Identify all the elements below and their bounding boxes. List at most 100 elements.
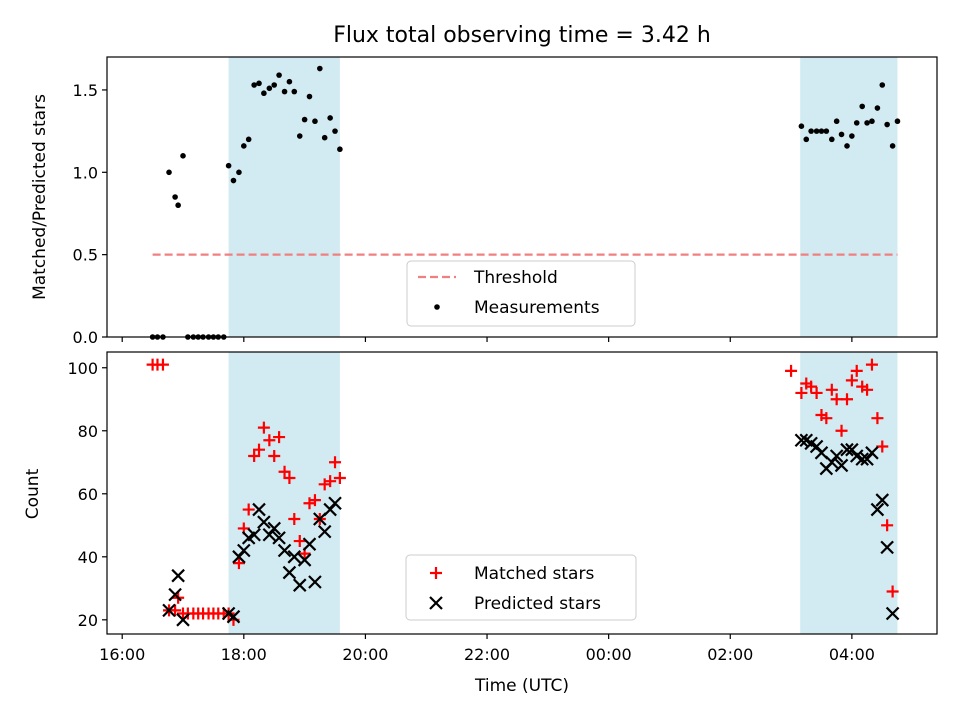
measurement-point (798, 123, 805, 129)
matched-star-point (876, 440, 889, 453)
measurement-point (210, 334, 217, 340)
chart-title: Flux total observing time = 3.42 h (333, 23, 711, 48)
predicted-star-point (226, 609, 241, 624)
measurement-point (266, 85, 273, 92)
measurement-point (879, 82, 886, 88)
measurement-point (276, 72, 282, 78)
measurement-point (838, 131, 845, 138)
predicted-star-point (297, 553, 312, 567)
measurement-point (180, 153, 186, 159)
measurement-point (894, 118, 901, 125)
top-legend-box (406, 260, 636, 327)
matched-star-point (865, 358, 878, 371)
matched-star-point (283, 472, 296, 485)
matched-star-point (830, 393, 843, 406)
measurement-point (245, 136, 252, 143)
y-tick-label: 40 (78, 548, 98, 567)
predicted-star-point (794, 433, 809, 448)
matched-star-point (232, 557, 245, 570)
top-legend: Threshold Measurements (406, 260, 636, 327)
y-tick-label: 0.5 (73, 246, 98, 265)
top-y-axis-label: Matched/Predicted stars (30, 94, 50, 300)
matched-star-point (308, 494, 321, 507)
measurement-point (160, 334, 166, 340)
predicted-star-point (885, 606, 900, 621)
measurement-point (149, 334, 156, 340)
predicted-star-point (870, 502, 885, 517)
predicted-star-point (865, 446, 879, 460)
matched-star-point (835, 424, 848, 437)
matched-star-point (881, 519, 894, 532)
measurement-point (321, 134, 328, 141)
matched-star-point (248, 449, 261, 462)
matched-star-point (785, 364, 798, 377)
measurement-point (286, 78, 293, 85)
measurement-point (823, 128, 830, 134)
measurement-point (337, 146, 343, 153)
legend-measurements-marker (434, 304, 440, 310)
matched-star-point (169, 604, 182, 617)
measurement-point (291, 88, 298, 95)
measurement-point (251, 82, 257, 88)
legend-matched-marker (430, 567, 442, 579)
measurement-point (271, 82, 278, 88)
bottom-panel: 20 40 60 80 100 16:00 18:00 20:00 22:00 00:00 02:0… (67, 351, 938, 664)
measurement-point (281, 88, 288, 95)
x-tick-label: 18:00 (221, 645, 267, 664)
predicted-star-point (252, 502, 266, 517)
predicted-star-point (880, 540, 894, 555)
measurement-point (317, 65, 323, 72)
legend-measurements-label: Measurements (474, 298, 600, 318)
y-tick-label: 1.0 (73, 163, 98, 182)
measurement-point (833, 118, 840, 125)
matched-star-point (324, 475, 337, 488)
measurement-point (864, 120, 870, 126)
predicted-star-point (282, 565, 297, 580)
measurement-point (808, 128, 814, 134)
measurement-point (301, 116, 308, 123)
predicted-star-point (176, 613, 190, 627)
matched-star-point (273, 431, 286, 444)
predicted-star-point (257, 515, 271, 529)
measurement-point (874, 105, 881, 111)
predicted-star-point (855, 452, 869, 466)
measurement-point (306, 93, 313, 100)
measurement-point (813, 128, 820, 134)
matched-star-point (795, 386, 808, 399)
measurement-point (220, 334, 227, 340)
measurement-point (884, 121, 890, 128)
predicted-star-point (840, 442, 854, 457)
measurement-point (261, 90, 267, 97)
predicted-star-point (875, 493, 890, 507)
measurement-point (853, 120, 860, 126)
matched-star-point (820, 412, 833, 425)
matched-star-point (871, 412, 884, 425)
x-tick-label: 02:00 (707, 645, 753, 664)
matched-star-point (825, 383, 838, 396)
shaded-interval-1 (228, 57, 340, 337)
x-tick-label: 22:00 (464, 645, 510, 664)
shaded-interval-1 (228, 352, 340, 634)
predicted-star-point (292, 578, 307, 592)
predicted-star-point (267, 521, 281, 536)
measurement-point (230, 177, 237, 184)
matched-star-point (257, 421, 270, 434)
legend-predicted-label: Predicted stars (474, 594, 601, 614)
measurement-point (829, 136, 835, 143)
matched-star-point (886, 585, 899, 598)
predicted-star-point (328, 496, 342, 511)
legend-threshold-label: Threshold (473, 268, 558, 288)
measurement-point (818, 128, 825, 134)
matched-star-point (805, 380, 818, 393)
measurement-point (256, 80, 262, 87)
measurement-point (200, 334, 206, 340)
measurement-point (296, 133, 303, 139)
predicted-star-point (171, 568, 185, 583)
measurement-point (166, 169, 172, 176)
y-tick-label: 20 (78, 611, 98, 630)
matched-star-point (293, 535, 306, 548)
measurement-point (312, 118, 318, 125)
predicted-star-point (277, 543, 292, 558)
measurement-point (803, 136, 810, 143)
bottom-legend: Matched stars Predicted stars (405, 554, 637, 621)
